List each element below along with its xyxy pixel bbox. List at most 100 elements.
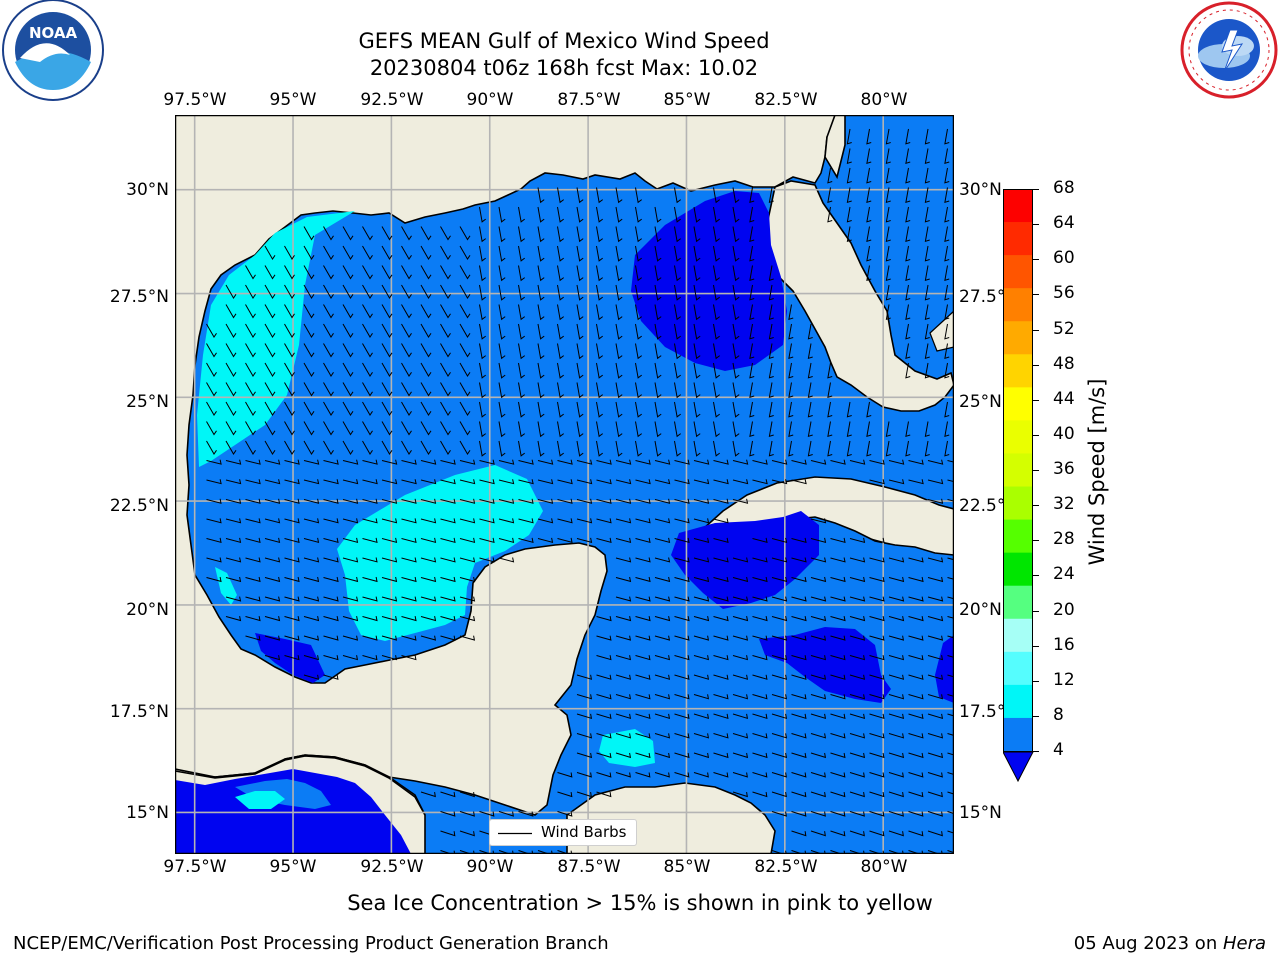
wind-barb: [947, 772, 954, 776]
wind-barb: [459, 791, 475, 798]
wind-barb: [596, 537, 612, 543]
wind-barb: [752, 459, 768, 465]
wind-barb: [654, 421, 662, 438]
wind-barb: [440, 850, 456, 854]
bottom-lon-label: 80°W: [860, 857, 908, 877]
wind-barb: [537, 304, 545, 321]
wind-barb: [693, 596, 710, 602]
wind-barb: [635, 187, 642, 204]
wind-barb: [869, 557, 885, 563]
wind-barb: [947, 674, 954, 678]
wind-barb: [693, 733, 710, 739]
wind-barb: [323, 343, 334, 358]
wind-barb: [264, 576, 281, 583]
wind-barb: [381, 635, 398, 641]
wind-barb: [732, 421, 740, 438]
wind-barb: [810, 537, 827, 543]
wind-barb: [284, 265, 295, 280]
wind-barb: [732, 596, 749, 602]
wind-barb: [635, 323, 642, 340]
wind-barb: [576, 265, 584, 282]
wind-barb: [362, 498, 378, 504]
wind-barb: [674, 362, 681, 379]
wind-barb: [557, 343, 564, 360]
wind-barb: [498, 479, 515, 485]
wind-barb: [947, 713, 954, 717]
wind-barb: [381, 265, 393, 280]
wind-barb: [225, 382, 237, 397]
wind-barb: [846, 167, 852, 184]
wind-barb: [749, 401, 755, 418]
wind-barb: [303, 440, 315, 455]
wind-barb: [576, 772, 592, 778]
wind-barb: [888, 830, 904, 837]
wind-barb: [674, 772, 690, 778]
ocean-northeast-gulf-calm: [631, 191, 787, 371]
wind-barb: [615, 187, 623, 204]
wind-barb: [420, 401, 432, 416]
wind-barb: [615, 265, 623, 282]
wind-barb: [342, 635, 359, 641]
wind-barb: [791, 772, 807, 778]
wind-barb: [849, 596, 866, 602]
wind-barb: [264, 323, 276, 338]
wind-barb: [654, 557, 671, 563]
colorbar-tick-mark: [1033, 680, 1039, 682]
wind-barb: [284, 440, 295, 455]
wind-barb: [498, 226, 506, 243]
wind-barb: [866, 187, 872, 204]
wind-barb: [596, 421, 603, 438]
wind-barb: [518, 206, 525, 223]
wind-barb: [732, 752, 749, 759]
wind-barb: [459, 343, 471, 358]
wind-barb: [924, 421, 930, 438]
wind-barb: [342, 323, 354, 338]
wind-barb: [264, 635, 281, 641]
wind-barb: [557, 284, 564, 301]
wind-barb: [576, 791, 592, 798]
wind-barb: [596, 226, 603, 243]
land-georgia-coast: [824, 115, 846, 180]
land-mexico-pacific-coast: [175, 755, 426, 816]
wind-barb: [654, 518, 671, 524]
ocean-western-gulf-8-12: [197, 211, 355, 467]
wind-barb: [788, 382, 794, 399]
wind-barb: [927, 674, 944, 680]
wind-barb: [596, 304, 603, 321]
wind-barb: [206, 362, 217, 377]
wind-barb: [654, 674, 671, 680]
wind-barb: [768, 382, 774, 399]
land-bahamas: [929, 310, 954, 352]
wind-barb: [693, 479, 710, 485]
wind-barb: [401, 596, 417, 602]
wind-barb: [420, 304, 432, 319]
wind-barb: [713, 459, 729, 465]
wind-barb: [924, 148, 930, 165]
wind-barb: [576, 323, 584, 340]
wind-barb: [576, 674, 593, 680]
wind-barb: [732, 382, 740, 399]
colorbar-tick-mark: [1033, 575, 1039, 577]
wind-barb: [440, 518, 456, 524]
wind-barb: [381, 343, 393, 358]
colorbar-tick-mark: [1033, 364, 1039, 366]
wind-barb: [905, 362, 911, 379]
wind-barb: [905, 226, 911, 243]
wind-barb: [888, 811, 904, 817]
wind-barb: [908, 850, 924, 854]
wind-barb: [206, 479, 222, 485]
wind-barb: [674, 343, 681, 360]
wind-barb: [635, 304, 642, 321]
wind-barb: [885, 148, 891, 165]
left-lat-label: 22.5°N: [109, 496, 169, 516]
wind-barb: [284, 304, 295, 319]
wind-barb: [947, 830, 954, 834]
wind-barb: [732, 401, 740, 418]
wind-barb: [908, 791, 924, 798]
wind-barb: [830, 791, 846, 798]
wind-barb: [927, 498, 944, 504]
wind-barb: [749, 323, 755, 340]
wind-barb: [615, 479, 632, 485]
wind-barb: [596, 674, 612, 680]
wind-barb: [479, 459, 495, 465]
